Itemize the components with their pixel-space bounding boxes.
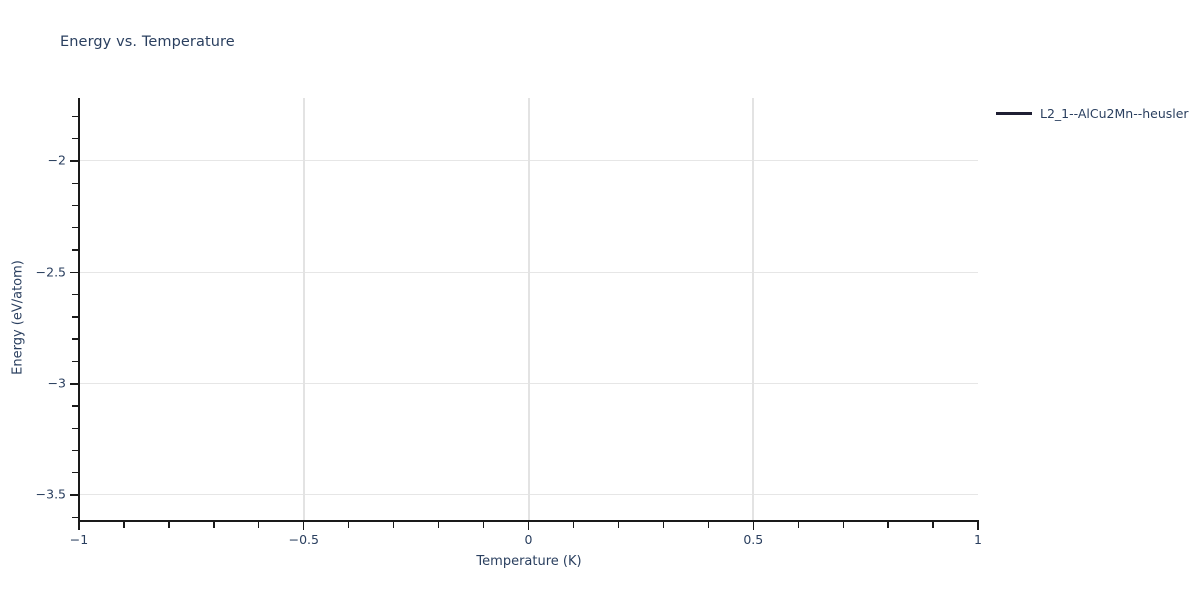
y-axis-minor-tick (72, 115, 78, 118)
y-axis-tick-label: −2 (47, 152, 66, 168)
y-axis-tick (70, 160, 78, 162)
y-axis-minor-tick (72, 138, 78, 140)
y-axis-minor-tick (72, 204, 78, 207)
y-axis-spine (78, 98, 80, 522)
chart-legend: L2_1--AlCu2Mn--heusler (996, 106, 1189, 121)
y-axis-minor-tick (72, 516, 78, 518)
chart-title: Energy vs. Temperature (60, 34, 235, 50)
y-axis-minor-tick (72, 182, 78, 184)
x-axis-tick-label: −1 (69, 532, 89, 547)
x-axis-tick (977, 522, 979, 530)
y-axis-minor-tick (72, 293, 78, 296)
x-axis-minor-tick (437, 522, 440, 528)
y-axis-tick (70, 271, 78, 274)
y-axis-minor-tick (72, 449, 78, 452)
y-axis-minor-tick (72, 316, 78, 318)
x-axis-tick (78, 522, 80, 530)
y-axis-minor-tick (72, 360, 78, 363)
legend-entry[interactable]: L2_1--AlCu2Mn--heusler (996, 106, 1189, 121)
gridline-vertical (302, 98, 305, 521)
y-axis-title: Energy (eV/atom) (10, 260, 26, 375)
x-axis-minor-tick (842, 522, 844, 528)
x-axis-minor-tick (797, 522, 799, 528)
y-axis-minor-tick (72, 227, 78, 229)
y-axis-minor-tick (72, 405, 78, 407)
x-axis-tick-label: 1 (974, 532, 982, 547)
x-axis-minor-tick (393, 522, 395, 528)
y-axis-tick-label: −3.5 (35, 486, 66, 502)
legend-entry-label: L2_1--AlCu2Mn--heusler (1040, 106, 1189, 121)
x-axis-tick (527, 522, 530, 530)
x-axis-minor-tick (213, 522, 215, 528)
x-axis-minor-tick (662, 522, 664, 528)
y-axis-minor-tick (72, 249, 78, 251)
y-axis-tick-label: −2.5 (35, 264, 66, 280)
x-axis-spine (79, 520, 979, 522)
x-axis-minor-tick (348, 522, 350, 528)
legend-line-swatch (996, 112, 1032, 115)
x-axis-minor-tick (932, 522, 934, 528)
x-axis-tick (302, 522, 305, 530)
x-axis-tick-label: −0.5 (288, 532, 319, 547)
x-axis-minor-tick (617, 522, 620, 528)
y-axis-tick (70, 383, 78, 385)
y-axis-minor-tick (72, 472, 78, 474)
x-axis-minor-tick (258, 522, 260, 528)
y-axis-tick (70, 494, 78, 496)
y-axis-tick-label: −3 (47, 375, 66, 391)
y-axis-minor-tick (72, 427, 78, 429)
gridline-vertical (752, 98, 755, 521)
x-axis-minor-tick (572, 522, 575, 528)
x-axis-minor-tick (707, 522, 709, 528)
x-axis-minor-tick (887, 522, 889, 528)
x-axis-minor-tick (482, 522, 485, 528)
x-axis-tick (752, 522, 755, 530)
x-axis-tick-label: 0 (524, 532, 533, 547)
x-axis-minor-tick (123, 522, 125, 528)
plot-area (79, 98, 978, 521)
y-axis-minor-tick (72, 338, 78, 340)
x-axis-minor-tick (168, 522, 170, 528)
x-axis-title: Temperature (K) (476, 554, 582, 569)
gridline-vertical (527, 98, 530, 521)
x-axis-tick-label: 0.5 (743, 532, 764, 547)
y-axis-tick-labels: −2 −2.5 −3 −3.5 (0, 0, 66, 600)
